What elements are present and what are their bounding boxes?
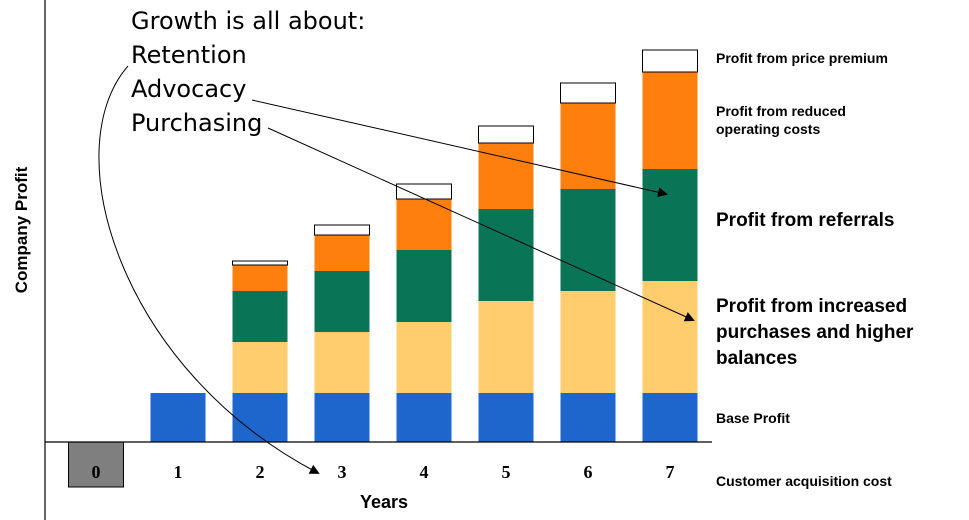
legend-base: Base Profit: [716, 410, 790, 426]
x-tick-label: 5: [501, 462, 511, 482]
bar-purchases-year-6: [560, 291, 616, 393]
legend-premium: Profit from price premium: [716, 50, 888, 66]
legend-purchases-line2: purchases and higher: [716, 322, 914, 343]
bar-base-year-3: [314, 393, 370, 442]
x-tick-label: 6: [583, 462, 593, 482]
bars-group: [68, 49, 698, 488]
legend-purchases-line1: Profit from increased: [716, 296, 908, 317]
bar-base-year-4: [396, 393, 452, 442]
bar-premium-year-4: [396, 183, 452, 200]
bar-operating-year-7: [642, 72, 698, 169]
bar-base-year-2: [232, 393, 288, 442]
bar-base-year-7: [642, 393, 698, 442]
purchasing-arrow: [267, 127, 695, 322]
x-tick-label: 4: [419, 462, 429, 482]
legend-operating-line2: operating costs: [716, 121, 821, 137]
bar-referrals-year-5: [478, 209, 534, 301]
growth-heading: Growth is all about: Retention Advocacy …: [131, 4, 365, 140]
bar-premium-year-5: [478, 125, 534, 144]
heading-item-retention: Retention: [131, 41, 247, 69]
legend-acquisition: Customer acquisition cost: [716, 473, 892, 489]
bar-purchases-year-2: [232, 342, 288, 393]
bar-acquisition-year-0: [68, 441, 124, 488]
bar-purchases-year-7: [642, 281, 698, 393]
bar-referrals-year-3: [314, 271, 370, 332]
legend-purchases: Profit from increased purchases and high…: [716, 294, 913, 372]
heading-item-advocacy: Advocacy: [131, 75, 247, 103]
legend-operating: Profit from reduced operating costs: [716, 102, 846, 138]
bar-base-year-5: [478, 393, 534, 442]
bar-purchases-year-5: [478, 301, 534, 393]
bar-operating-year-6: [560, 103, 616, 189]
bar-purchases-year-4: [396, 322, 452, 393]
x-tick-label: 3: [337, 462, 347, 482]
bar-operating-year-2: [232, 265, 288, 291]
advocacy-arrow: [251, 99, 668, 198]
bar-referrals-year-7: [642, 169, 698, 281]
bar-operating-year-3: [314, 235, 370, 271]
heading-item-purchasing: Purchasing: [131, 109, 263, 137]
heading-title: Growth is all about:: [131, 7, 366, 35]
bar-referrals-year-6: [560, 189, 616, 291]
bar-referrals-year-4: [396, 250, 452, 322]
legend-referrals: Profit from referrals: [716, 210, 895, 231]
bar-purchases-year-3: [314, 332, 370, 393]
legend-operating-line1: Profit from reduced: [716, 103, 846, 119]
bar-referrals-year-2: [232, 291, 288, 342]
bar-premium-year-6: [560, 82, 616, 104]
x-tick-label: 0: [91, 462, 101, 482]
bar-base-year-6: [560, 393, 616, 442]
bar-premium-year-2: [232, 260, 288, 266]
x-axis-label: Years: [360, 492, 409, 512]
bar-premium-year-3: [314, 224, 370, 236]
legend-purchases-line3: balances: [716, 348, 798, 369]
bar-operating-year-4: [396, 199, 452, 250]
retention-arrow: [98, 65, 320, 474]
x-tick-label: 1: [173, 462, 183, 482]
y-axis-label: Company Profit: [12, 166, 31, 294]
bar-premium-year-7: [642, 49, 698, 73]
bar-base-year-1: [150, 393, 206, 442]
x-tick-label: 2: [255, 462, 265, 482]
x-tick-label: 7: [665, 462, 675, 482]
